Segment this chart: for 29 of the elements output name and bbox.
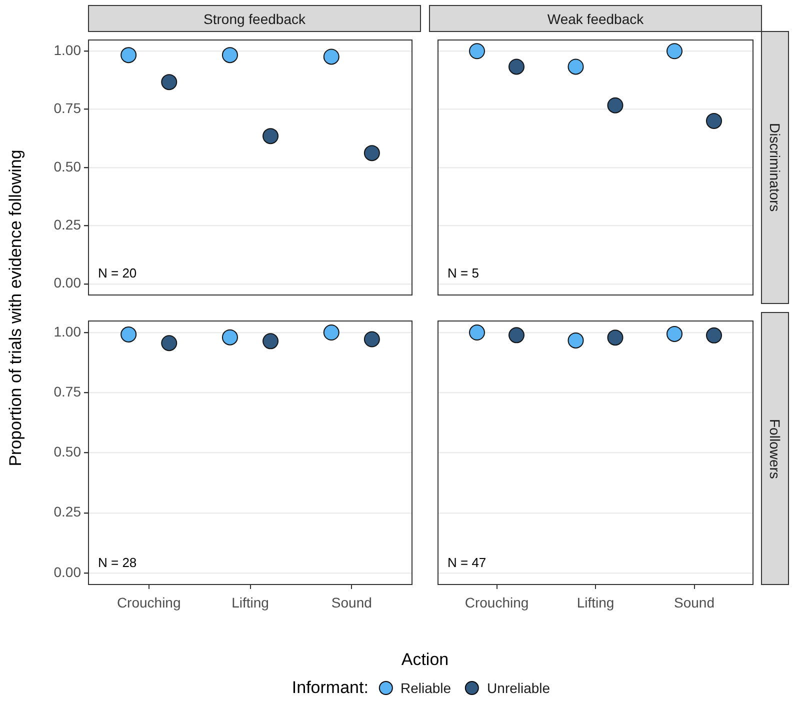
y-tick-label: 0.25 xyxy=(54,216,82,233)
legend-label: Unreliable xyxy=(487,680,550,696)
y-tick-label: 1.00 xyxy=(54,323,82,340)
y-axis-title: Proportion of trials with evidence following xyxy=(6,150,26,466)
x-tick-label: Crouching xyxy=(464,594,529,610)
y-tick-label: 0.75 xyxy=(54,383,82,400)
chart-title: Weak feedback xyxy=(429,5,762,32)
x-tick-label: Lifting xyxy=(232,594,269,610)
y-tick-label: 0.00 xyxy=(54,274,82,291)
annotation: N = 47 xyxy=(448,555,486,570)
annotation: N = 20 xyxy=(98,266,137,280)
y-tick-label: 0.50 xyxy=(54,158,82,174)
annotation: N = 5 xyxy=(448,266,479,280)
x-tick-label: Sound xyxy=(331,594,372,610)
y-tick-label: 0.25 xyxy=(54,504,82,520)
y-tick-label: 1.00 xyxy=(54,42,82,58)
x-tick-label: Sound xyxy=(674,594,714,610)
x-axis-title: Action xyxy=(401,650,449,670)
x-tick-label: Lifting xyxy=(576,594,614,610)
y-tick-label: 0.75 xyxy=(54,100,82,116)
y2-axis-title: Followers xyxy=(761,312,789,585)
legend-title: Informant: xyxy=(292,678,368,698)
x-tick-label: Crouching xyxy=(116,594,181,610)
y-tick-label: 0.00 xyxy=(54,564,82,580)
y2-axis-title: Discriminators xyxy=(761,31,789,304)
legend-label: Reliable xyxy=(400,680,452,696)
chart-title: Strong feedback xyxy=(88,5,421,32)
annotation: N = 28 xyxy=(98,555,137,570)
y-tick-label: 0.50 xyxy=(54,444,82,460)
